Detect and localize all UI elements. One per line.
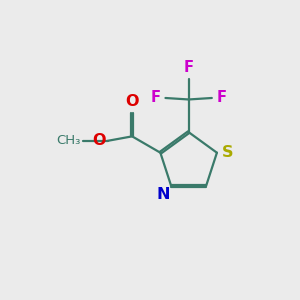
Text: O: O	[92, 133, 105, 148]
Text: CH₃: CH₃	[57, 134, 81, 147]
Text: O: O	[125, 94, 139, 109]
Text: F: F	[151, 91, 161, 106]
Text: S: S	[222, 145, 234, 160]
Text: F: F	[184, 60, 194, 75]
Text: F: F	[216, 91, 226, 106]
Text: N: N	[156, 188, 170, 202]
